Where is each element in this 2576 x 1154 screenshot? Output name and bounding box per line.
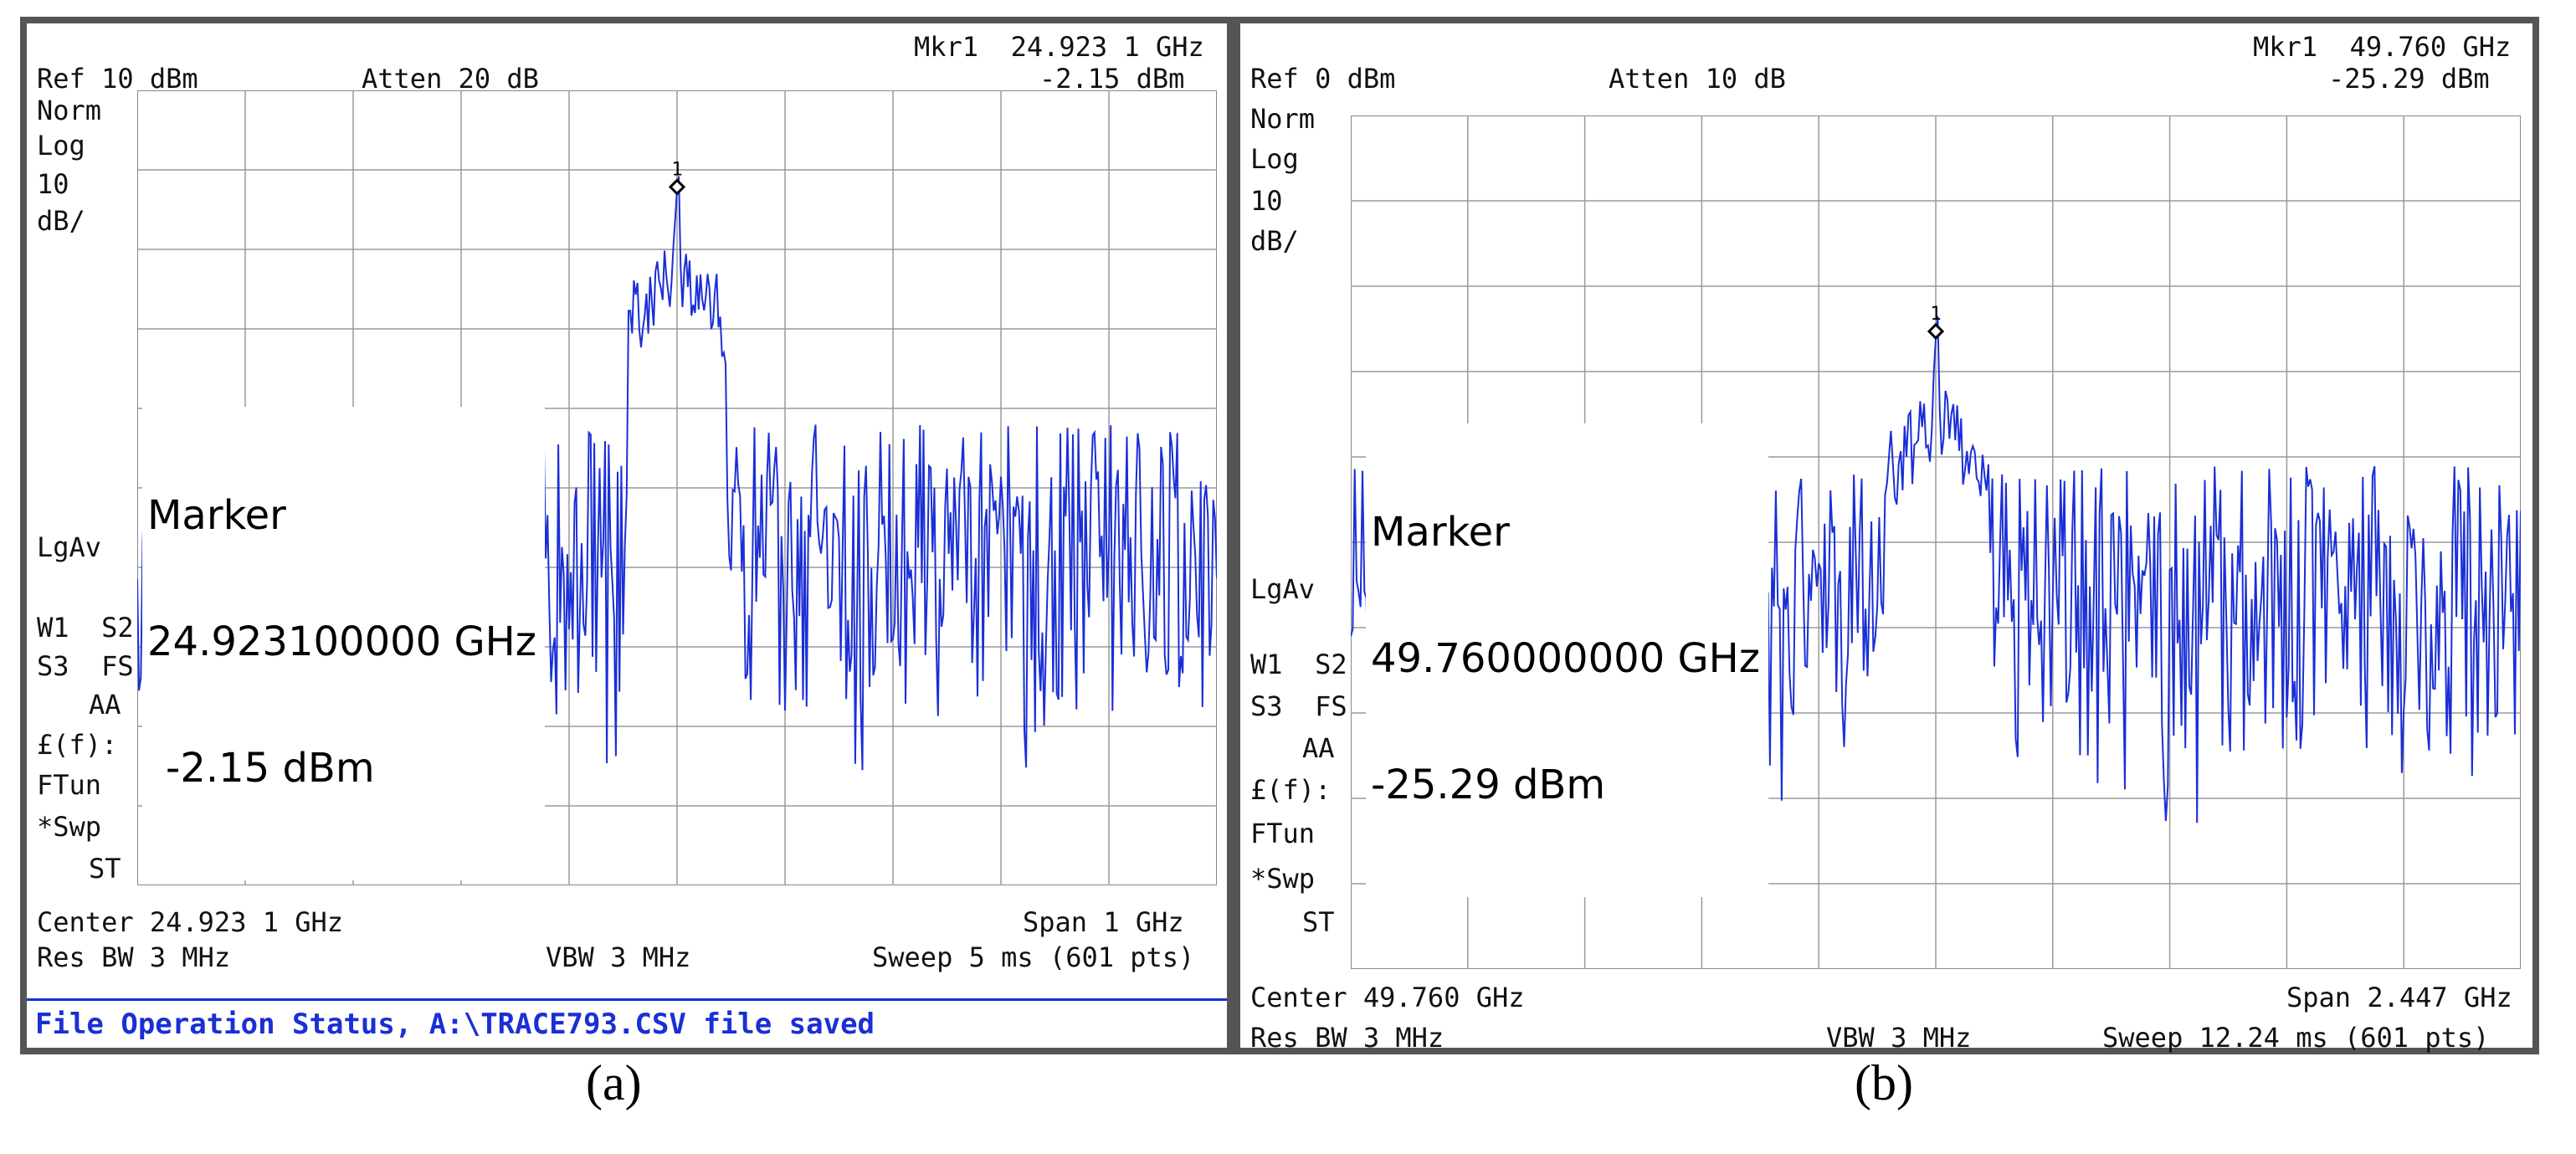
marker-number: 1 bbox=[1930, 304, 1941, 325]
marker-readout-box: Marker 49.760000000 GHz -25.29 dBm bbox=[1366, 423, 1768, 898]
center-frequency: Center 24.923 1 GHz bbox=[37, 906, 344, 938]
marker-readout-box: Marker 24.923100000 GHz -2.15 dBm bbox=[142, 407, 545, 881]
span: Span 2.447 GHz bbox=[2286, 982, 2512, 1013]
status-aa: AA bbox=[89, 689, 121, 721]
scale-label-10: 10 bbox=[1250, 185, 1283, 217]
ref-level: Ref 0 dBm bbox=[1250, 63, 1396, 95]
marker-readout-title: Marker bbox=[1371, 508, 1510, 556]
marker-diamond-icon bbox=[668, 178, 686, 196]
marker-diamond-icon bbox=[1927, 322, 1945, 341]
attenuation: Atten 10 dB bbox=[1609, 63, 1786, 95]
file-status-text: File Operation Status, A:\TRACE793.CSV f… bbox=[35, 1008, 875, 1041]
panel-label-a: (a) bbox=[586, 1055, 642, 1110]
status-s3-fs: S3 FS bbox=[37, 650, 134, 682]
status-aa: AA bbox=[1302, 732, 1335, 764]
lgav-label: LgAv bbox=[37, 531, 102, 563]
attenuation: Atten 20 dB bbox=[362, 63, 539, 95]
status-ftun: FTun bbox=[37, 769, 102, 801]
marker-amplitude-header: -25.29 dBm bbox=[2328, 63, 2490, 95]
sweep: Sweep 12.24 ms (601 pts) bbox=[2102, 1022, 2490, 1054]
spectrum-panel-a: Mkr1 24.923 1 GHz Ref 10 dBm Atten 20 dB… bbox=[20, 17, 1234, 1054]
vbw: VBW 3 MHz bbox=[546, 941, 691, 973]
marker-readout-frequency: 24.923100000 GHz bbox=[147, 618, 536, 665]
status-swp: *Swp bbox=[37, 811, 102, 843]
marker-amplitude-header: -2.15 dBm bbox=[1039, 63, 1185, 95]
sweep: Sweep 5 ms (601 pts) bbox=[872, 941, 1195, 973]
marker-number: 1 bbox=[671, 159, 682, 180]
spectrum-panel-b: Mkr1 49.760 GHz Ref 0 dBm Atten 10 dB -2… bbox=[1234, 17, 2539, 1054]
res-bw: Res BW 3 MHz bbox=[1250, 1022, 1445, 1054]
status-s3-fs: S3 FS bbox=[1250, 690, 1347, 722]
status-w1-s2: W1 S2 bbox=[1250, 649, 1347, 680]
scale-label-log: Log bbox=[1250, 143, 1299, 175]
marker-readout-title: Marker bbox=[147, 491, 286, 539]
status-st: ST bbox=[1302, 906, 1335, 938]
center-frequency: Center 49.760 GHz bbox=[1250, 982, 1525, 1013]
status-swp: *Swp bbox=[1250, 863, 1316, 895]
marker-1: 1 bbox=[1927, 304, 1945, 341]
res-bw: Res BW 3 MHz bbox=[37, 941, 231, 973]
status-ff: £(f): bbox=[1250, 774, 1332, 806]
file-status-bar: File Operation Status, A:\TRACE793.CSV f… bbox=[27, 998, 1227, 1048]
scale-label-norm: Norm bbox=[37, 95, 102, 126]
ref-level: Ref 10 dBm bbox=[37, 63, 198, 95]
panel-label-b: (b) bbox=[1855, 1055, 1913, 1110]
status-w1-s2: W1 S2 bbox=[37, 612, 134, 644]
scale-label-log: Log bbox=[37, 130, 85, 162]
marker-readout-amplitude: -2.15 dBm bbox=[166, 745, 375, 792]
marker-header: Mkr1 24.923 1 GHz bbox=[914, 31, 1204, 63]
scale-label-dbdiv: dB/ bbox=[1250, 225, 1299, 257]
marker-1: 1 bbox=[668, 159, 686, 196]
span: Span 1 GHz bbox=[1023, 906, 1184, 938]
marker-header: Mkr1 49.760 GHz bbox=[2253, 31, 2512, 63]
lgav-label: LgAv bbox=[1250, 573, 1316, 605]
vbw: VBW 3 MHz bbox=[1826, 1022, 1972, 1054]
marker-readout-frequency: 49.760000000 GHz bbox=[1371, 634, 1760, 682]
status-ftun: FTun bbox=[1250, 818, 1316, 849]
scale-label-norm: Norm bbox=[1250, 103, 1316, 135]
marker-readout-amplitude: -25.29 dBm bbox=[1371, 762, 1606, 809]
scale-label-10: 10 bbox=[37, 168, 69, 200]
status-st: ST bbox=[89, 853, 121, 885]
status-ff: £(f): bbox=[37, 729, 118, 761]
scale-label-dbdiv: dB/ bbox=[37, 205, 85, 237]
